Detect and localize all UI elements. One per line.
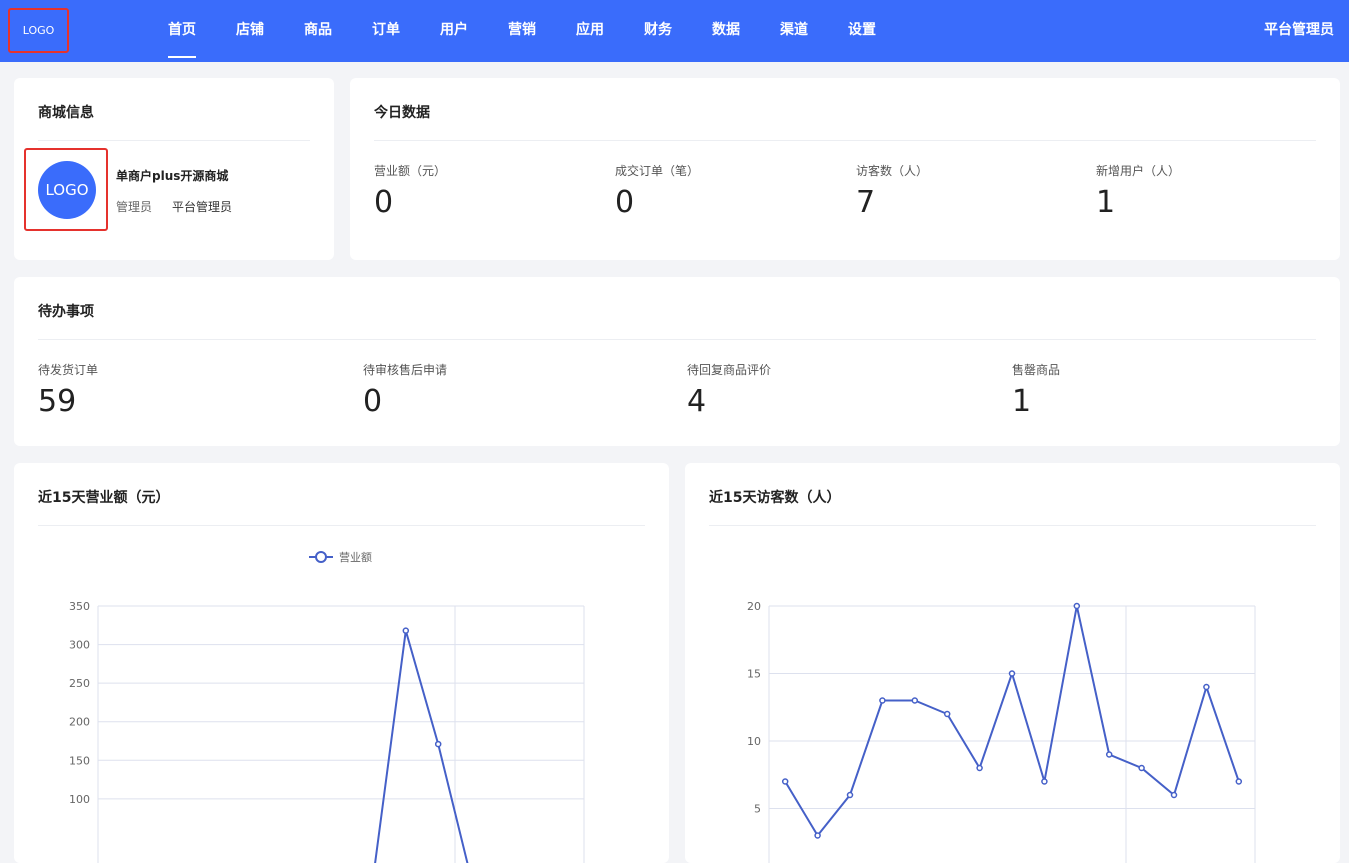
divider: [38, 140, 310, 141]
todo-card: 待办事项 待发货订单 59 待审核售后申请 0 待回复商品评价 4 售罄商品 1: [14, 277, 1340, 446]
card-title: 近15天访客数（人）: [709, 490, 841, 506]
data-point: [879, 697, 886, 704]
data-point: [1008, 670, 1016, 677]
stat-value: 0: [615, 185, 635, 220]
data-point: [1203, 683, 1210, 691]
card-title: 商城信息: [38, 105, 94, 121]
y-tick-label: 200: [69, 716, 90, 729]
nav-item[interactable]: 营销: [508, 22, 536, 38]
shop-logo-frame: LOGO: [24, 148, 108, 231]
nav-item[interactable]: 财务: [644, 22, 672, 38]
shop-logo: LOGO: [38, 161, 96, 219]
nav-item[interactable]: 设置: [848, 22, 876, 38]
series-line: [374, 630, 469, 863]
stat-visitors: 访客数（人） 7: [856, 162, 928, 220]
visitors-line-chart: 5 10 15 20: [747, 600, 1256, 863]
data-point: [976, 764, 983, 772]
stat-label: 新增用户（人）: [1096, 164, 1181, 178]
nav-item[interactable]: 商品: [304, 22, 332, 38]
nav-item[interactable]: 订单: [372, 22, 400, 38]
legend-label: 营业额: [339, 550, 372, 564]
stat-label: 售罄商品: [1012, 363, 1061, 377]
stat-value: 4: [687, 384, 707, 419]
stat-value: 59: [38, 384, 77, 419]
legend-marker-icon: [315, 551, 327, 563]
role-value: 平台管理员: [172, 200, 233, 214]
card-title: 近15天营业额（元）: [38, 490, 170, 506]
stat-value: 0: [363, 384, 383, 419]
stat-value: 0: [374, 185, 394, 220]
nav-item[interactable]: 首页: [148, 0, 216, 62]
today-data-card: 今日数据 营业额（元） 0 成交订单（笔） 0 访客数（人） 7 新增用户（人） 1: [350, 78, 1340, 260]
y-tick-label: 250: [69, 677, 90, 690]
data-point: [943, 710, 951, 718]
data-point: [781, 778, 789, 785]
role-label: 管理员: [116, 200, 153, 214]
todo-pending-shipment[interactable]: 待发货订单 59: [38, 361, 98, 419]
data-point: [814, 832, 821, 839]
stat-label: 成交订单（笔）: [615, 164, 700, 178]
stat-label: 营业额（元）: [374, 164, 447, 178]
nav-item[interactable]: 渠道: [780, 22, 808, 38]
visitors-chart-card: 近15天访客数（人） 5 10 15 20: [685, 463, 1340, 863]
stat-label: 待审核售后申请: [363, 363, 448, 377]
stat-label: 待回复商品评价: [687, 363, 772, 377]
data-point: [1105, 751, 1113, 758]
top-nav: LOGO 首页 店铺 商品 订单 用户 营销 应用 财务 数据 渠道 设置 平台管理员: [0, 0, 1349, 62]
card-title: 今日数据: [374, 105, 430, 121]
y-tick-label: 150: [69, 754, 90, 767]
stat-label: 访客数（人）: [856, 164, 929, 178]
data-point: [846, 791, 854, 799]
y-tick-label: 10: [747, 735, 761, 748]
nav-item[interactable]: 应用: [576, 22, 604, 38]
data-point: [1170, 791, 1178, 799]
data-point: [1138, 764, 1145, 772]
stat-orders: 成交订单（笔） 0: [615, 162, 699, 220]
shop-name: 单商户plus开源商城: [116, 169, 229, 183]
data-point: [1041, 778, 1048, 785]
y-tick-label: 15: [747, 668, 761, 681]
todo-sold-out[interactable]: 售罄商品 1: [1012, 361, 1060, 419]
y-tick-label: 300: [69, 639, 90, 652]
todo-reviews[interactable]: 待回复商品评价 4: [687, 361, 771, 419]
stat-value: 1: [1096, 185, 1116, 220]
data-point: [911, 697, 919, 704]
todo-after-sales[interactable]: 待审核售后申请 0: [363, 361, 447, 419]
stat-new-users: 新增用户（人） 1: [1096, 162, 1180, 220]
y-tick-label: 5: [754, 803, 761, 816]
revenue-chart-card: 近15天营业额（元） 100 150 200 250 300 350 营业额: [14, 463, 669, 863]
card-title: 待办事项: [38, 304, 94, 320]
stat-revenue: 营业额（元） 0: [374, 162, 446, 220]
y-tick-label: 20: [747, 600, 761, 613]
data-point: [1235, 778, 1243, 785]
divider: [709, 525, 1316, 526]
nav-logo[interactable]: LOGO: [8, 8, 69, 53]
shop-info-card: 商城信息 LOGO 单商户plus开源商城 管理员 平台管理员: [14, 78, 334, 260]
y-tick-label: 350: [69, 600, 90, 613]
data-point: [434, 740, 442, 748]
series-line: [784, 605, 1240, 838]
revenue-line-chart: 100 150 200 250 300 350 营业额: [69, 550, 585, 863]
data-point: [402, 627, 410, 634]
nav-item[interactable]: 数据: [712, 22, 740, 38]
admin-user-menu[interactable]: 平台管理员: [1264, 22, 1334, 38]
divider: [38, 525, 645, 526]
stat-value: 1: [1012, 384, 1032, 419]
divider: [38, 339, 1316, 340]
stat-label: 待发货订单: [38, 363, 99, 377]
nav-item[interactable]: 用户: [440, 22, 468, 38]
data-point: [1073, 602, 1081, 610]
nav-item[interactable]: 店铺: [236, 22, 264, 38]
divider: [374, 140, 1316, 141]
main-menu: 首页 店铺 商品 订单 用户 营销 应用 财务 数据 渠道 设置: [148, 0, 896, 62]
y-tick-label: 100: [69, 793, 90, 806]
stat-value: 7: [856, 185, 876, 220]
